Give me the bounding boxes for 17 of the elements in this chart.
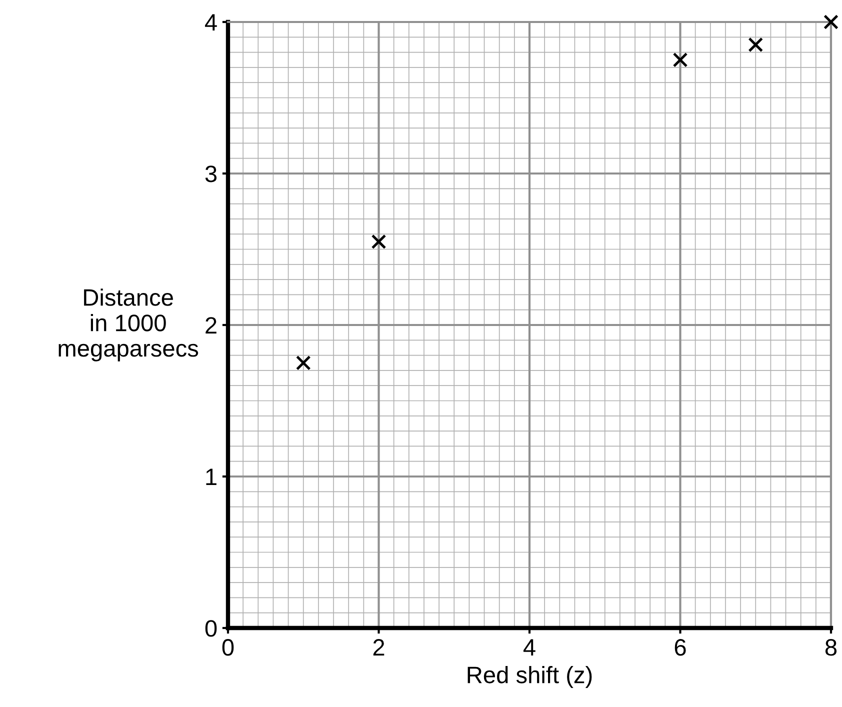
point — [824, 14, 838, 30]
y-axis-title: Distance in 1000 megaparsecs — [58, 288, 198, 362]
y-tick-label: 2 — [206, 317, 216, 334]
x-tick-label: 0 — [222, 639, 234, 656]
x-tick-label: 4 — [523, 639, 536, 656]
y-tick-label: 4 — [204, 14, 217, 31]
point — [748, 37, 764, 52]
point — [296, 355, 311, 370]
x-tick-label: 2 — [373, 639, 384, 656]
x-tick-label: 8 — [825, 639, 837, 656]
y-tick-label: 3 — [205, 166, 217, 182]
y-tick-label: 0 — [205, 620, 217, 637]
y-tick-label: 1 — [206, 468, 216, 486]
x-axis-title: Red shift (z) — [468, 666, 592, 688]
point — [371, 234, 386, 250]
point — [672, 52, 688, 68]
x-tick-label: 6 — [674, 639, 686, 656]
